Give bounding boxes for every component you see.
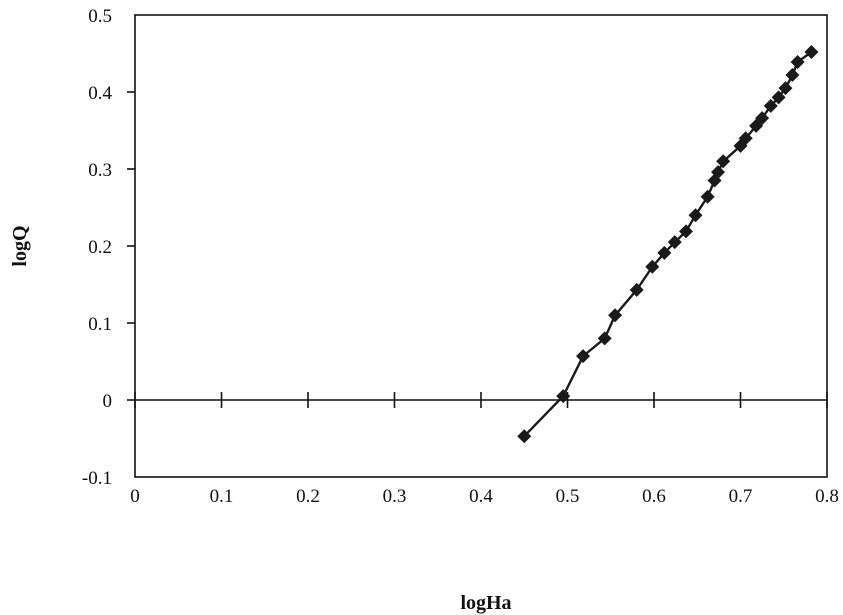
data-point-marker [711, 165, 726, 180]
y-tick-label: 0.5 [88, 6, 112, 27]
data-point-marker [804, 44, 819, 59]
y-axis-title: logQ [9, 225, 31, 266]
data-point-marker [608, 308, 623, 323]
data-point-marker [657, 245, 672, 260]
y-tick-label: 0.4 [88, 83, 112, 104]
y-axis-ticks: 0.5 0.4 0.3 0.2 0.1 0 -0.1 [82, 6, 135, 489]
data-point-marker [645, 259, 660, 274]
data-point-marker [771, 90, 786, 105]
x-tick-label: 0.6 [642, 486, 666, 507]
data-point-marker [556, 389, 571, 404]
data-point-marker [576, 349, 591, 364]
x-tick-label: 0.1 [210, 486, 234, 507]
x-axis-title: logHa [460, 592, 511, 614]
data-point-marker [738, 131, 753, 146]
y-tick-label: 0.3 [88, 160, 112, 181]
data-point-marker [597, 331, 612, 346]
x-tick-label: 0.5 [556, 486, 580, 507]
x-tick-label: 0.4 [469, 486, 493, 507]
y-tick-label: -0.1 [82, 468, 112, 489]
series-markers [517, 44, 819, 444]
data-point-marker [667, 235, 682, 250]
x-axis-ticks: 0 0.1 0.2 0.3 0.4 0.5 0.6 0.7 0.8 [130, 392, 839, 507]
x-tick-label: 0.8 [815, 486, 839, 507]
data-point-marker [688, 208, 703, 223]
data-point-marker [763, 98, 778, 113]
data-point-marker [517, 429, 532, 444]
data-point-marker [679, 224, 694, 239]
x-tick-label: 0 [130, 486, 140, 507]
y-tick-label: 0.2 [88, 237, 112, 258]
data-point-marker [755, 111, 770, 126]
data-point-marker [790, 54, 805, 69]
data-point-marker [778, 81, 793, 96]
x-tick-label: 0.3 [383, 486, 407, 507]
data-point-marker [629, 282, 644, 297]
data-point-marker [716, 154, 731, 169]
x-tick-label: 0.7 [729, 486, 753, 507]
data-point-marker [700, 189, 715, 204]
y-tick-label: 0.1 [88, 314, 112, 335]
x-tick-label: 0.2 [296, 486, 320, 507]
y-tick-label: 0 [103, 391, 113, 412]
data-point-marker [785, 68, 800, 83]
